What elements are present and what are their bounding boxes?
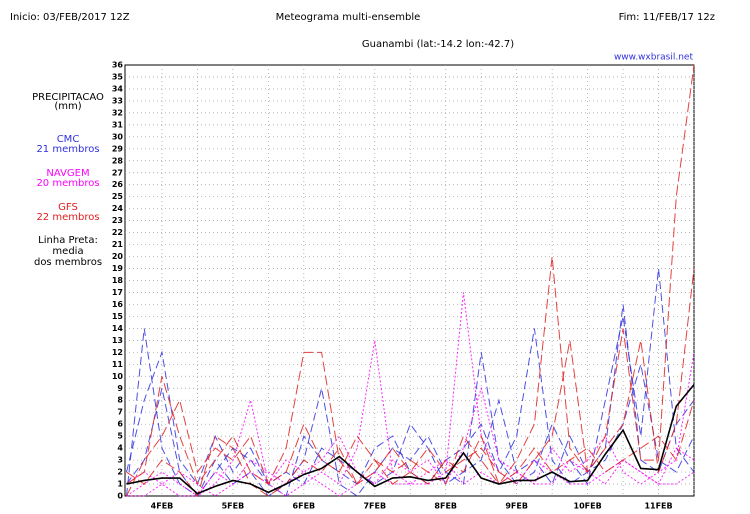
x-tick-label: 10FEB (574, 502, 602, 511)
y-tick-label: 7 (117, 408, 123, 417)
y-tick-label: 26 (112, 180, 124, 189)
y-tick-label: 4 (117, 444, 123, 453)
y-tick-label: 23 (112, 216, 123, 225)
y-tick-label: 3 (117, 456, 123, 465)
y-label: (mm) (54, 101, 81, 112)
legend-name: NAVGEM (46, 168, 89, 179)
y-tick-label: 16 (112, 300, 124, 309)
y-tick-label: 8 (117, 396, 123, 405)
y-tick-label: 14 (112, 324, 124, 333)
y-tick-label: 2 (117, 468, 123, 477)
y-tick-label: 27 (112, 168, 123, 177)
end-label: Fim: 11/FEB/17 12z (619, 12, 715, 23)
y-tick-label: 34 (112, 84, 124, 93)
mean-label: Linha Preta: (38, 235, 98, 246)
y-tick-label: 35 (112, 72, 124, 81)
start-label: Inicio: 03/FEB/2017 12Z (10, 12, 130, 23)
y-tick-label: 21 (112, 240, 124, 249)
legend-members: 21 membros (36, 144, 99, 155)
x-tick-label: 11FEB (644, 502, 672, 511)
y-tick-label: 31 (112, 120, 124, 129)
legend-name: GFS (58, 202, 78, 213)
chart-title: Meteograma multi-ensemble (276, 12, 421, 23)
y-tick-label: 9 (117, 384, 123, 393)
y-tick-label: 11 (112, 360, 124, 369)
member-line (126, 352, 695, 497)
y-tick-label: 25 (112, 192, 124, 201)
x-tick-label: 4FEB (151, 502, 174, 511)
legend-members: 22 membros (36, 212, 99, 223)
member-line (126, 304, 695, 497)
legend-name: CMC (57, 134, 80, 145)
y-tick-label: 1 (117, 480, 123, 489)
y-tick-label: 13 (112, 336, 123, 345)
y-label: PRECIPITACAO (32, 92, 104, 103)
mean-line (126, 384, 695, 495)
y-tick-label: 19 (112, 264, 124, 273)
x-tick-label: 7FEB (363, 502, 386, 511)
member-line (126, 292, 695, 497)
x-tick-label: 8FEB (434, 502, 457, 511)
y-tick-label: 10 (112, 372, 124, 381)
y-tick-label: 28 (112, 156, 124, 165)
mean-label: media (52, 246, 83, 257)
mean-label: dos membros (34, 257, 102, 268)
x-tick-label: 5FEB (222, 502, 245, 511)
y-tick-label: 15 (112, 312, 124, 321)
legend-members: 20 membros (36, 178, 99, 189)
site: www.wxbrasil.net (614, 53, 694, 63)
y-tick-label: 17 (112, 288, 123, 297)
member-line (126, 64, 695, 486)
y-tick-label: 24 (112, 204, 124, 213)
y-tick-label: 33 (112, 96, 123, 105)
y-tick-label: 6 (117, 420, 123, 429)
y-tick-label: 5 (117, 432, 123, 441)
y-tick-label: 29 (112, 144, 124, 153)
y-tick-label: 18 (112, 276, 124, 285)
x-tick-label: 6FEB (293, 502, 316, 511)
y-tick-label: 0 (117, 492, 123, 501)
location: Guanambi (lat:-14.2 lon:-42.7) (362, 39, 514, 50)
y-tick-label: 32 (112, 108, 123, 117)
y-tick-label: 30 (112, 132, 124, 141)
y-tick-label: 36 (112, 61, 124, 70)
x-tick-label: 9FEB (505, 502, 528, 511)
y-tick-label: 22 (112, 228, 123, 237)
y-tick-label: 12 (112, 348, 123, 357)
y-tick-label: 20 (112, 252, 124, 261)
member-line (126, 447, 695, 497)
